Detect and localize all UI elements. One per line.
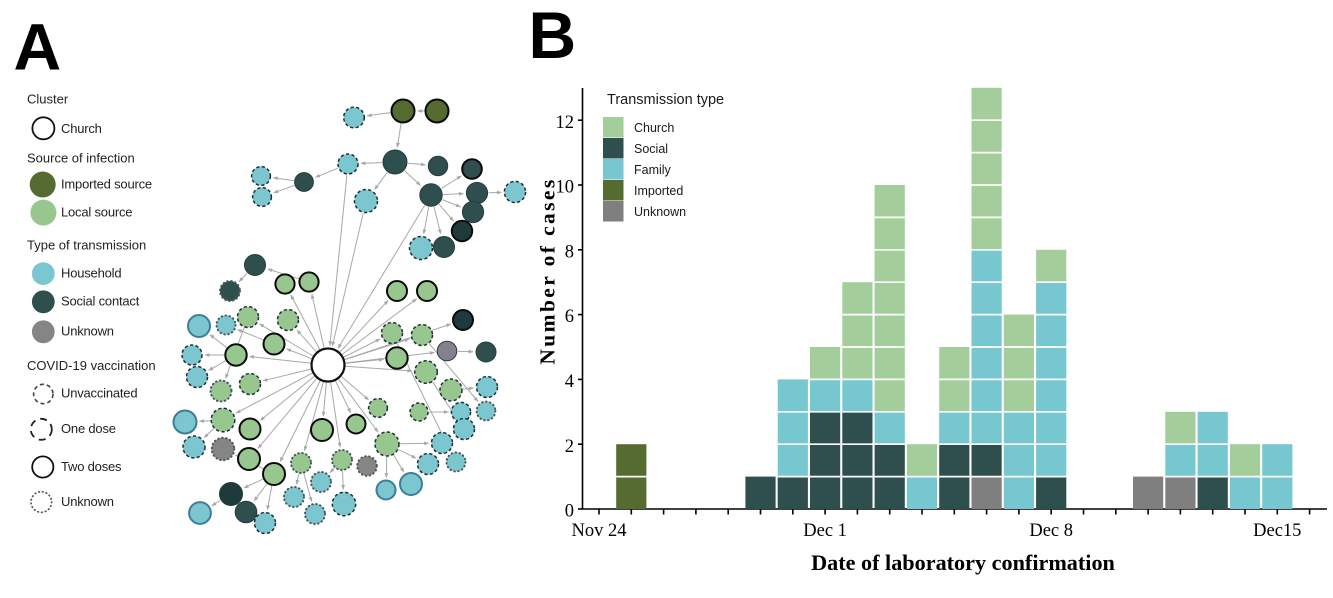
svg-text:Unknown: Unknown — [61, 494, 114, 509]
svg-text:COVID-19 vaccination: COVID-19 vaccination — [27, 358, 156, 373]
svg-text:Unknown: Unknown — [634, 205, 686, 219]
svg-text:A: A — [14, 10, 62, 84]
svg-text:Church: Church — [61, 121, 102, 136]
svg-text:Church: Church — [634, 121, 674, 135]
svg-text:Unknown: Unknown — [61, 324, 114, 339]
svg-text:Two doses: Two doses — [61, 459, 122, 474]
svg-text:12: 12 — [556, 113, 575, 133]
svg-text:Household: Household — [61, 266, 121, 281]
svg-text:Transmission type: Transmission type — [607, 92, 724, 108]
svg-text:2: 2 — [565, 437, 574, 457]
svg-text:B: B — [529, 0, 577, 72]
svg-text:Social: Social — [634, 142, 668, 156]
svg-text:One dose: One dose — [61, 421, 116, 436]
svg-text:Imported: Imported — [634, 184, 683, 198]
svg-text:Cluster: Cluster — [27, 92, 69, 107]
svg-text:8: 8 — [565, 242, 574, 262]
svg-text:Source of infection: Source of infection — [27, 150, 135, 165]
svg-text:Unvaccinated: Unvaccinated — [61, 386, 137, 401]
svg-text:10: 10 — [556, 178, 575, 198]
svg-text:Local source: Local source — [61, 205, 132, 220]
svg-text:4: 4 — [565, 372, 574, 392]
svg-text:Dec 1: Dec 1 — [803, 521, 847, 541]
svg-text:Dec15: Dec15 — [1253, 521, 1301, 541]
svg-text:Type of transmission: Type of transmission — [27, 237, 146, 252]
svg-text:Number of cases: Number of cases — [536, 177, 560, 364]
svg-text:Family: Family — [634, 163, 672, 177]
svg-text:Date of laboratory confirmatio: Date of laboratory confirmation — [811, 550, 1115, 575]
svg-text:Nov 24: Nov 24 — [572, 521, 627, 541]
svg-text:Dec 8: Dec 8 — [1029, 521, 1073, 541]
svg-text:Imported source: Imported source — [61, 177, 152, 192]
svg-text:0: 0 — [565, 502, 574, 522]
svg-text:Social contact: Social contact — [61, 294, 140, 309]
svg-text:6: 6 — [565, 307, 574, 327]
